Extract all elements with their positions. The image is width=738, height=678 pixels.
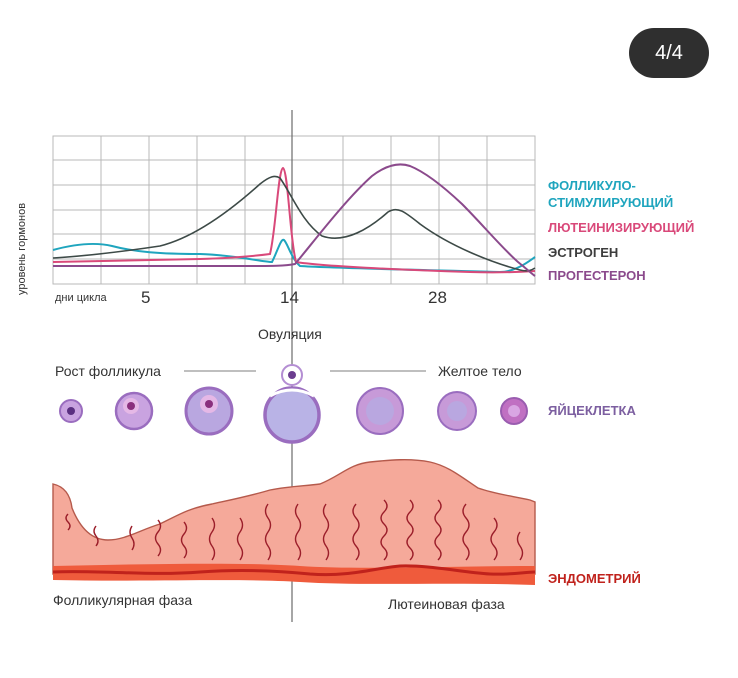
endometrium-label: ЭНДОМЕТРИЙ (548, 571, 641, 586)
egg-label: ЯЙЦЕКЛЕТКА (548, 403, 636, 418)
progesterone-curve (53, 163, 536, 277)
chart-grid (52, 135, 536, 285)
page-counter-badge[interactable]: 4/4 (629, 28, 709, 78)
y-axis-label: уровень гормонов (16, 202, 28, 295)
corpus-luteum-label: Желтое тело (438, 363, 522, 379)
follicle-stage-3 (184, 386, 234, 436)
follicle-stage-4 (263, 386, 321, 444)
endometrial-glands (65, 499, 524, 561)
legend-fsh-line2: СТИМУЛИРУЮЩИЙ (548, 195, 674, 210)
ovulation-label: Овуляция (258, 326, 322, 342)
legend-fsh-line1: ФОЛЛИКУЛО- (548, 178, 636, 193)
endometrium-layer (52, 459, 536, 585)
legend-estrogen: ЭСТРОГЕН (548, 245, 619, 260)
corpus-luteum-stage-3 (500, 397, 528, 425)
lh-curve (52, 166, 536, 274)
follicle-stage-1 (59, 399, 83, 423)
x-axis-label: дни цикла (55, 292, 107, 304)
legend-progesterone: ПРОГЕСТЕРОН (548, 268, 646, 283)
corpus-luteum-stage-1 (356, 387, 404, 435)
legend-lh: ЛЮТЕИНИЗИРУЮЩИЙ (548, 220, 695, 235)
tick-label-28: 28 (428, 288, 447, 307)
follicular-phase-label: Фолликулярная фаза (53, 592, 193, 608)
tick-label-5: 5 (141, 288, 151, 307)
follicle-stage-2 (114, 391, 154, 431)
corpus-luteum-stage-2 (437, 391, 477, 431)
follicle-growth-label: Рост фолликула (55, 363, 161, 379)
tick-label-14: 14 (280, 288, 299, 307)
ovulated-egg (281, 364, 303, 386)
luteal-phase-label: Лютеиновая фаза (388, 596, 505, 612)
